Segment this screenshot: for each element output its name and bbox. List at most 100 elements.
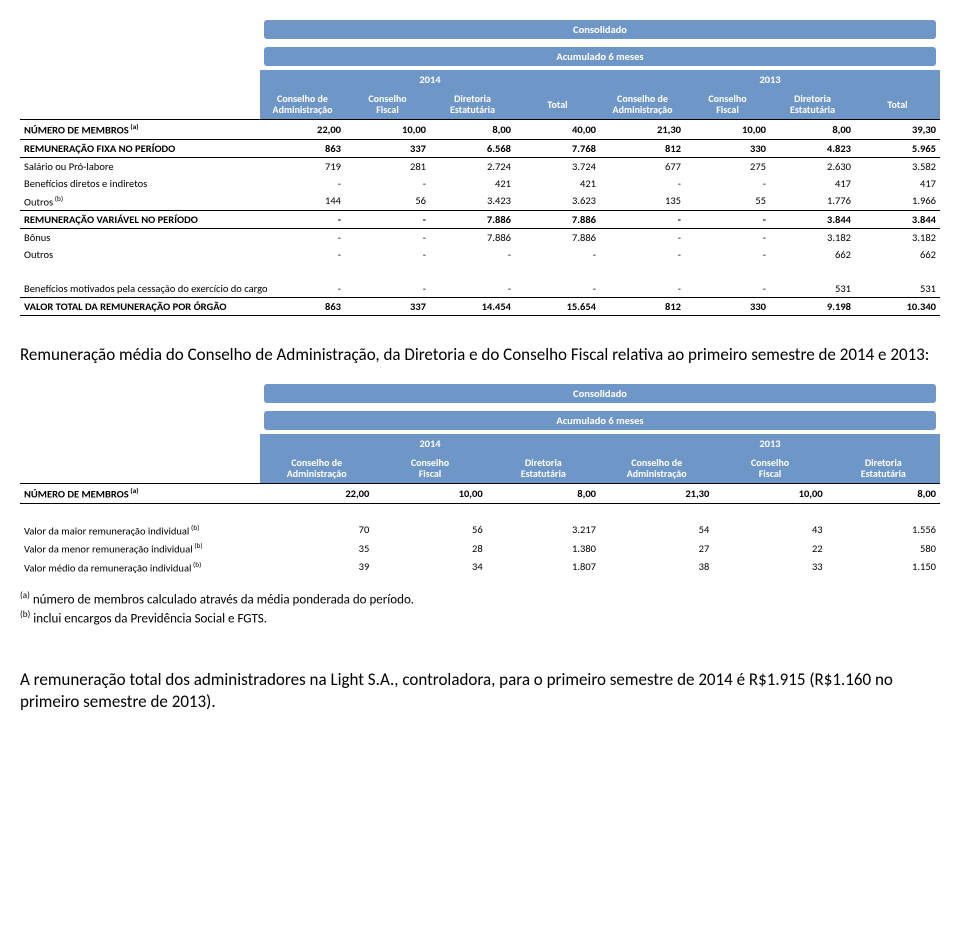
header-consolidado-row: Consolidado [20,16,940,43]
table2-wrap: Consolidado Acumulado 6 meses 2014 2013 … [20,380,940,576]
cell: 28 [373,539,486,558]
footnote-a: (a) número de membros calculado através … [20,590,940,609]
cell: 21,30 [600,120,685,140]
cell: 9.198 [770,298,855,316]
cell: 3.182 [770,229,855,247]
column-header: DiretoriaEstatutária [827,453,940,484]
cell: - [685,280,770,298]
row-label: Valor da maior remuneração individual (b… [20,521,260,540]
cell: - [600,229,685,247]
cell: 144 [260,192,345,211]
cell: 135 [600,192,685,211]
row-label: NÚMERO DE MEMBROS (a) [20,120,260,140]
cell: 3.582 [855,157,940,175]
cell: - [515,280,600,298]
cell: 7.886 [430,211,515,229]
cell: 3.724 [515,157,600,175]
cell: 35 [260,539,373,558]
column-header: ConselhoFiscal [345,89,430,120]
cell: - [345,211,430,229]
cell: 10,00 [373,484,486,504]
cell: 7.886 [430,229,515,247]
cell: 275 [685,157,770,175]
cell: 8,00 [770,120,855,140]
prose-average-remuneration: Remuneração média do Conselho de Adminis… [20,344,940,366]
cell: 10,00 [713,484,826,504]
table-row: Bônus--7.8867.886--3.1823.182 [20,229,940,247]
cell: - [345,246,430,263]
column-header: Conselho deAdministração [600,89,685,120]
cell: - [430,246,515,263]
year-2014: 2014 [260,434,600,453]
table1-wrap: Consolidado Acumulado 6 meses 2014 2013 … [20,16,940,316]
cell: 337 [345,139,430,157]
table-row: VALOR TOTAL DA REMUNERAÇÃO POR ÓRGÃO8633… [20,298,940,316]
cell: 677 [600,157,685,175]
cell: 330 [685,139,770,157]
row-label: Benefícios diretos e indiretos [20,175,260,192]
cell: 10,00 [345,120,430,140]
cell: 3.844 [770,211,855,229]
column-header: DiretoriaEstatutária [770,89,855,120]
table1: Consolidado Acumulado 6 meses 2014 2013 … [20,16,940,316]
cell: 70 [260,521,373,540]
cell: 3.844 [855,211,940,229]
cell: - [260,280,345,298]
cell: 56 [345,192,430,211]
column-header: ConselhoFiscal [685,89,770,120]
cell: 417 [855,175,940,192]
cell: 39,30 [855,120,940,140]
table-row: NÚMERO DE MEMBROS (a)22,0010,008,0021,30… [20,484,940,504]
cell: 863 [260,139,345,157]
cell: - [600,280,685,298]
table-row [20,503,940,521]
table-row: NÚMERO DE MEMBROS (a)22,0010,008,0040,00… [20,120,940,140]
cell: 337 [345,298,430,316]
cell: - [430,280,515,298]
header-acumulado-row: Acumulado 6 meses [20,407,940,434]
cell: 7.886 [515,211,600,229]
column-header: Conselho deAdministração [600,453,713,484]
footnote-b: (b) inclui encargos da Previdência Socia… [20,609,940,628]
cell: 5.965 [855,139,940,157]
cell: 281 [345,157,430,175]
cell: 8,00 [487,484,600,504]
cell: 21,30 [600,484,713,504]
row-label: REMUNERAÇÃO VARIÁVEL NO PERÍODO [20,211,260,229]
cell: 22,00 [260,484,373,504]
cell: - [685,175,770,192]
column-header: ConselhoFiscal [373,453,486,484]
table-row: Outros (b)144563.4233.623135551.7761.966 [20,192,940,211]
footnote-a-text: número de membros calculado através da m… [33,592,414,607]
cell: 1.556 [827,521,940,540]
cell: - [600,211,685,229]
prose-total-remuneration: A remuneração total dos administradores … [20,669,940,713]
cell: - [260,211,345,229]
cell: - [345,175,430,192]
table-row: Outros------662662 [20,246,940,263]
cell: 1.807 [487,558,600,577]
cell: 2.630 [770,157,855,175]
cell: 10,00 [685,120,770,140]
col-header-row: Conselho deAdministraçãoConselhoFiscalDi… [20,89,940,120]
column-header: DiretoriaEstatutária [487,453,600,484]
cell: 3.217 [487,521,600,540]
row-label: VALOR TOTAL DA REMUNERAÇÃO POR ÓRGÃO [20,298,260,316]
cell: 531 [855,280,940,298]
table-row: Salário ou Pró-labore7192812.7243.724677… [20,157,940,175]
cell: 3.423 [430,192,515,211]
cell: 33 [713,558,826,577]
cell: 3.623 [515,192,600,211]
column-header: Conselho deAdministração [260,89,345,120]
cell: - [260,229,345,247]
cell: - [260,246,345,263]
cell: 1.380 [487,539,600,558]
cell: 4.823 [770,139,855,157]
header-consolidado-row: Consolidado [20,380,940,407]
table-row: Valor médio da remuneração individual (b… [20,558,940,577]
table-row: Valor da maior remuneração individual (b… [20,521,940,540]
cell: 7.886 [515,229,600,247]
cell: 6.568 [430,139,515,157]
cell: 8,00 [430,120,515,140]
table2: Consolidado Acumulado 6 meses 2014 2013 … [20,380,940,576]
